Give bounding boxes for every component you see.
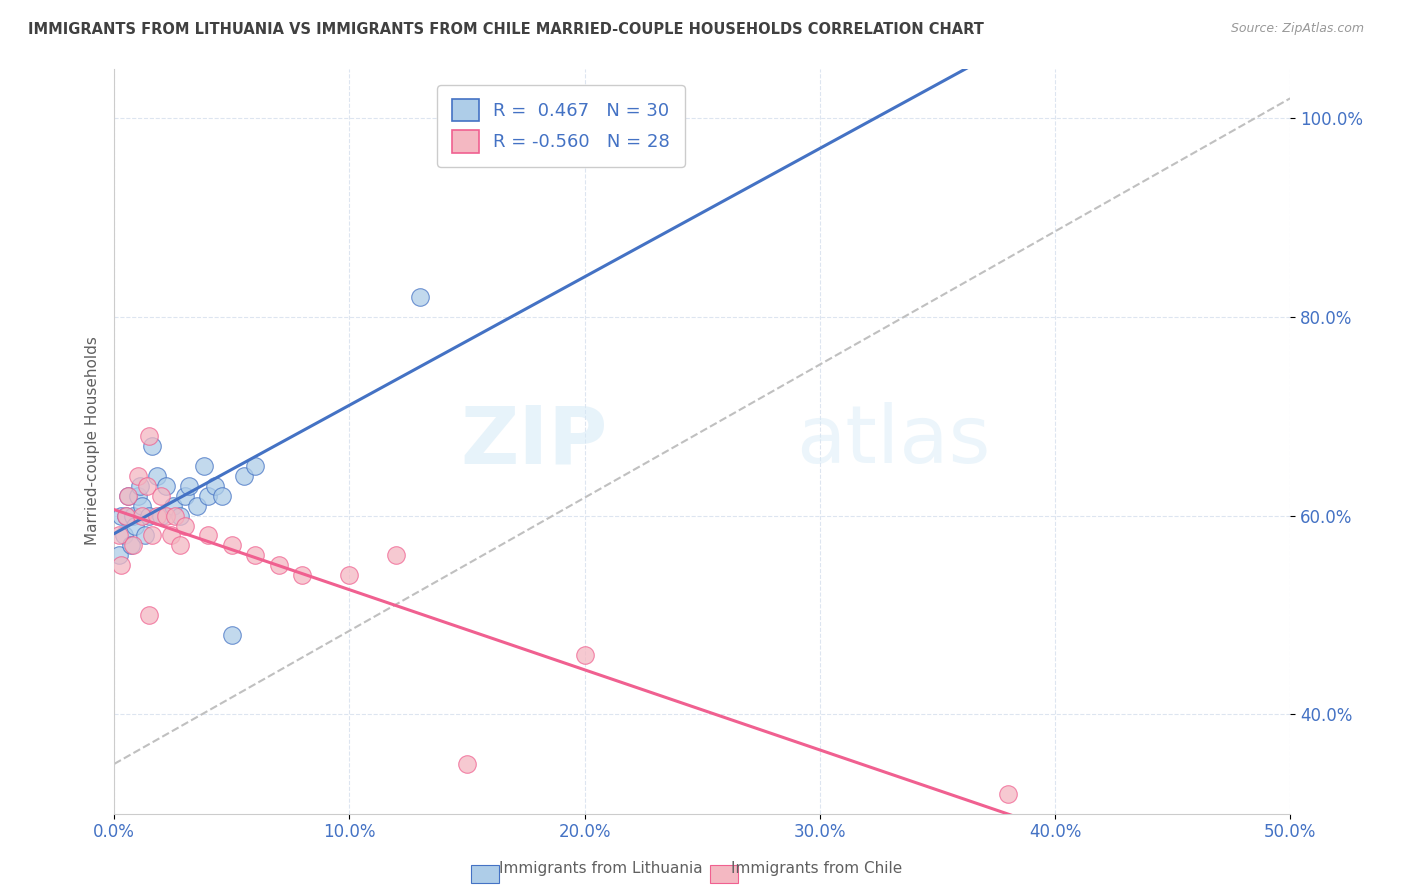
Point [115, 508, 138, 523]
Point [179, 479, 201, 493]
Point [108, 549, 131, 563]
Point [162, 499, 184, 513]
Legend: R =  0.467   N = 30, R = -0.560   N = 28: R = 0.467 N = 30, R = -0.560 N = 28 [437, 85, 685, 167]
Point [122, 508, 145, 523]
Point [574, 648, 596, 662]
Point [456, 756, 478, 771]
Point [141, 439, 163, 453]
Point [169, 508, 191, 523]
Point [127, 489, 149, 503]
Point [221, 628, 243, 642]
Point [385, 549, 408, 563]
Point [131, 499, 153, 513]
Point [138, 508, 160, 523]
Point [267, 558, 290, 573]
Point [245, 458, 267, 473]
Point [145, 468, 167, 483]
Text: Source: ZipAtlas.com: Source: ZipAtlas.com [1230, 22, 1364, 36]
Point [155, 508, 177, 523]
Point [186, 499, 208, 513]
Point [232, 468, 254, 483]
Point [337, 568, 360, 582]
Point [112, 528, 135, 542]
Point [138, 607, 160, 622]
Point [150, 489, 173, 503]
Point [124, 518, 146, 533]
Point [173, 518, 195, 533]
Point [211, 489, 233, 503]
Point [165, 508, 187, 523]
Point [173, 489, 195, 503]
Point [138, 429, 160, 443]
Point [204, 479, 226, 493]
Text: IMMIGRANTS FROM LITHUANIA VS IMMIGRANTS FROM CHILE MARRIED-COUPLE HOUSEHOLDS COR: IMMIGRANTS FROM LITHUANIA VS IMMIGRANTS … [28, 22, 984, 37]
Point [159, 528, 181, 542]
Point [997, 787, 1019, 801]
Point [115, 508, 138, 523]
Point [197, 528, 219, 542]
Point [131, 508, 153, 523]
Point [291, 568, 314, 582]
Text: atlas: atlas [796, 402, 991, 480]
Point [169, 538, 191, 552]
Text: Immigrants from Chile: Immigrants from Chile [731, 861, 903, 876]
Text: Immigrants from Lithuania: Immigrants from Lithuania [499, 861, 703, 876]
Point [129, 479, 152, 493]
Point [120, 538, 142, 552]
Point [221, 538, 243, 552]
Point [117, 489, 139, 503]
Y-axis label: Married-couple Households: Married-couple Households [86, 336, 100, 546]
Point [409, 290, 432, 304]
Point [110, 558, 132, 573]
Point [136, 479, 159, 493]
Point [150, 508, 173, 523]
Point [141, 528, 163, 542]
Point [134, 528, 156, 542]
Text: ZIP: ZIP [461, 402, 609, 480]
Point [108, 528, 131, 542]
Point [117, 489, 139, 503]
Point [155, 479, 177, 493]
Point [122, 538, 145, 552]
Point [197, 489, 219, 503]
Point [145, 508, 167, 523]
Point [110, 508, 132, 523]
Point [127, 468, 149, 483]
Point [245, 549, 267, 563]
Point [193, 458, 215, 473]
